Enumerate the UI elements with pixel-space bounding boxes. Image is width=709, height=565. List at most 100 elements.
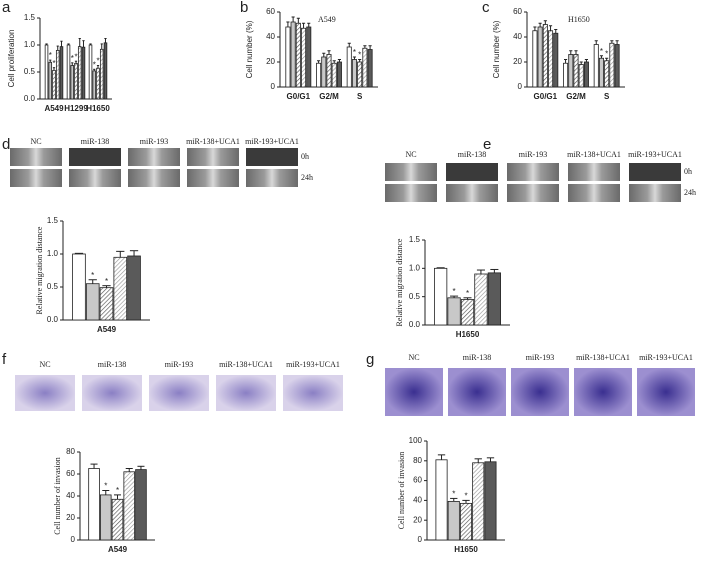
row-label: 0h: [301, 152, 309, 161]
bar: [362, 47, 368, 88]
y-tick-label: 0.0: [409, 320, 421, 329]
micrograph: [446, 184, 498, 202]
y-tick-label: 0.0: [47, 315, 59, 324]
bar: [472, 462, 485, 541]
image-label: miR-138: [463, 353, 491, 362]
bar: [459, 502, 473, 541]
y-tick-label: 40: [266, 32, 275, 41]
image-label: NC: [408, 353, 419, 362]
y-tick-label: 0.5: [24, 67, 36, 76]
micrograph: [246, 148, 298, 166]
bar: [548, 30, 554, 88]
bar: [290, 21, 296, 88]
image-label: miR-138+UCA1: [567, 150, 621, 159]
micrograph: [283, 375, 343, 411]
bar: [99, 48, 104, 100]
y-tick-label: 60: [513, 7, 522, 16]
x-tick-label: H1650: [454, 545, 478, 554]
y-tick-label: 20: [266, 57, 275, 66]
significance-mark: *: [91, 271, 94, 280]
y-tick-label: 0: [71, 535, 76, 544]
micrograph: [15, 375, 75, 411]
y-tick-label: 20: [413, 515, 422, 524]
micrograph: [82, 375, 142, 411]
chart-title: A549: [318, 15, 336, 24]
y-tick-label: 20: [66, 513, 75, 522]
micrograph: [574, 368, 632, 416]
significance-mark: *: [74, 52, 77, 61]
panel: d NC miR-138 miR-193 miR-138+UCA1 miR-193+UCA…: [2, 136, 313, 334]
micrograph: [507, 184, 559, 202]
bar: [331, 62, 337, 88]
bar: [460, 299, 475, 326]
bar: [66, 44, 71, 100]
micrograph: [385, 368, 443, 416]
bar: [563, 62, 569, 88]
bar: [52, 69, 56, 100]
significance-mark: *: [464, 492, 467, 501]
bar: [484, 461, 497, 541]
bar: [593, 44, 599, 88]
significance-mark: *: [600, 47, 603, 56]
panel: e NC miR-138 miR-193 miR-138+UCA1 miR-193+UCA…: [385, 136, 696, 339]
bar: [321, 56, 327, 88]
micrograph: [446, 163, 498, 181]
row-label: 24h: [301, 173, 313, 182]
y-tick-label: 80: [413, 456, 422, 465]
micrograph: [629, 163, 681, 181]
y-tick-label: 0.0: [24, 94, 36, 103]
bar: [48, 61, 53, 100]
micrograph: [10, 148, 62, 166]
y-axis-label: Cell number of invasion: [53, 457, 62, 535]
bar: [447, 500, 460, 541]
bar: [55, 50, 60, 100]
micrograph: [385, 184, 437, 202]
significance-mark: *: [93, 60, 96, 69]
bar: [123, 471, 135, 541]
bar: [103, 42, 108, 100]
row-label: 24h: [684, 188, 696, 197]
bar: [434, 267, 448, 326]
bar: [100, 494, 112, 541]
bar: [573, 54, 579, 88]
bar: [614, 44, 620, 88]
y-axis-label: Cell proliferation: [7, 30, 16, 88]
bar: [72, 253, 86, 321]
micrograph: [246, 169, 298, 187]
bar: [306, 26, 312, 88]
panel-letter: f: [2, 351, 7, 368]
chart-title: H1650: [568, 15, 590, 24]
y-tick-label: 60: [266, 7, 275, 16]
bar: [99, 287, 114, 321]
x-tick-label: G0/G1: [534, 92, 558, 101]
y-tick-label: 0: [518, 82, 523, 91]
x-tick-label: A549: [44, 104, 64, 113]
image-label: NC: [405, 150, 416, 159]
bar: [74, 62, 78, 100]
y-tick-label: 1.5: [24, 13, 36, 22]
y-axis-label: Relative migration distance: [35, 226, 44, 314]
micrograph: [216, 375, 276, 411]
significance-mark: *: [104, 482, 107, 491]
significance-mark: *: [49, 51, 52, 60]
y-tick-label: 1.0: [409, 263, 421, 272]
image-label: NC: [39, 360, 50, 369]
significance-mark: *: [353, 48, 356, 57]
bar: [127, 255, 141, 321]
image-label: miR-193+UCA1: [639, 353, 693, 362]
image-label: miR-193: [526, 353, 554, 362]
x-tick-label: H1650: [456, 330, 480, 339]
image-label: miR-138+UCA1: [219, 360, 273, 369]
x-tick-label: G2/M: [566, 92, 586, 101]
bar: [111, 498, 124, 541]
micrograph: [149, 375, 209, 411]
micrograph: [10, 169, 62, 187]
image-label: NC: [30, 137, 41, 146]
bar: [92, 70, 97, 100]
significance-mark: *: [52, 59, 55, 68]
x-tick-label: H1299: [64, 104, 88, 113]
y-tick-label: 80: [66, 447, 75, 456]
row-label: 0h: [684, 167, 692, 176]
